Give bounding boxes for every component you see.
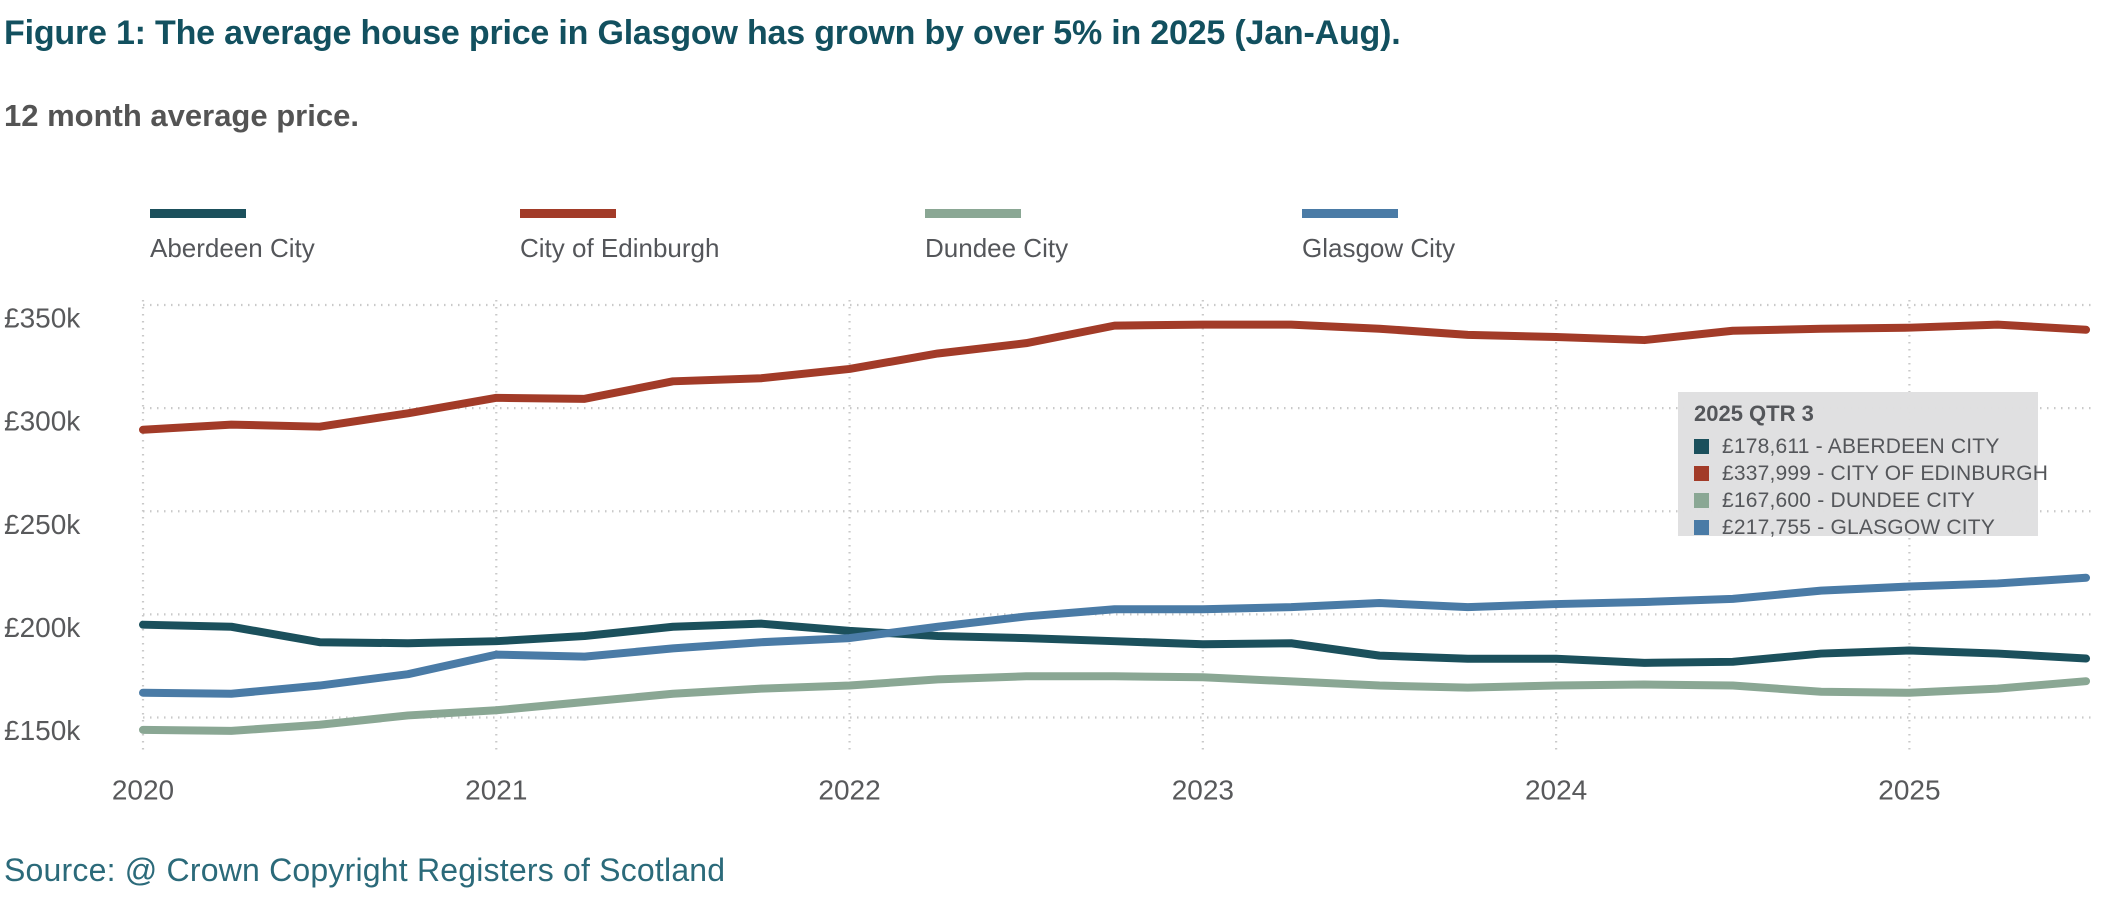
y-axis-tick-label: £350k (4, 303, 81, 334)
legend-swatch-aberdeen (150, 209, 246, 218)
chart-legend: Aberdeen City City of Edinburgh Dundee C… (0, 209, 2102, 269)
x-axis-tick-label: 2022 (818, 775, 880, 806)
legend-item-glasgow-city: Glasgow City (1302, 209, 1455, 264)
x-axis-tick-label: 2024 (1525, 775, 1587, 806)
legend-item-aberdeen-city: Aberdeen City (150, 209, 315, 264)
tooltip-swatch-glasgow (1694, 520, 1709, 535)
series-line-glasgow-city[interactable] (139, 573, 2091, 698)
tooltip-value-glasgow: £217,755 - GLASGOW CITY (1722, 515, 1996, 539)
series-line-city-of-edinburgh[interactable] (139, 320, 2091, 434)
x-axis-tick-label: 2023 (1172, 775, 1234, 806)
x-axis-tick-label: 2025 (1878, 775, 1940, 806)
source-note: Source: @ Crown Copyright Registers of S… (4, 852, 726, 888)
tooltip-row-aberdeen: £178,611 - ABERDEEN CITY (1694, 433, 2038, 460)
legend-label-edinburgh: City of Edinburgh (520, 233, 720, 263)
series-line-dundee-city[interactable] (139, 672, 2091, 735)
y-axis-tick-label: £300k (4, 406, 81, 437)
series-line-aberdeen-city[interactable] (139, 619, 2091, 667)
tooltip-swatch-edinburgh (1694, 466, 1709, 481)
figure-title: Figure 1: The average house price in Gla… (4, 14, 1401, 52)
tooltip-value-edinburgh: £337,999 - CITY OF EDINBURGH (1722, 461, 2049, 485)
legend-label-dundee: Dundee City (925, 233, 1069, 263)
legend-swatch-dundee (925, 209, 1021, 218)
legend-swatch-glasgow (1302, 209, 1398, 218)
chart-tooltip: 2025 QTR 3 £178,611 - ABERDEEN CITY £337… (1678, 392, 2048, 539)
y-axis-tick-label: £150k (4, 715, 81, 746)
legend-item-city-of-edinburgh: City of Edinburgh (520, 209, 719, 264)
y-axis-tick-label: £200k (4, 612, 81, 643)
tooltip-swatch-dundee (1694, 493, 1709, 508)
x-axis-tick-label: 2020 (112, 775, 174, 806)
tooltip-title: 2025 QTR 3 (1694, 401, 1814, 426)
y-axis-tick-label: £250k (4, 509, 81, 540)
tooltip-value-dundee: £167,600 - DUNDEE CITY (1722, 488, 1975, 512)
tooltip-row-glasgow: £217,755 - GLASGOW CITY (1694, 514, 2038, 541)
tooltip-row-edinburgh: £337,999 - CITY OF EDINBURGH (1694, 460, 2048, 487)
x-axis-tick-label: 2021 (465, 775, 527, 806)
tooltip-value-aberdeen: £178,611 - ABERDEEN CITY (1722, 434, 2000, 458)
tooltip-row-dundee: £167,600 - DUNDEE CITY (1694, 487, 2038, 514)
figure-subtitle: 12 month average price. (4, 98, 359, 133)
legend-item-dundee-city: Dundee City (925, 209, 1068, 264)
legend-swatch-edinburgh (520, 209, 616, 218)
legend-label-glasgow: Glasgow City (1302, 233, 1456, 263)
tooltip-swatch-aberdeen (1694, 439, 1709, 454)
legend-label-aberdeen: Aberdeen City (150, 233, 315, 263)
